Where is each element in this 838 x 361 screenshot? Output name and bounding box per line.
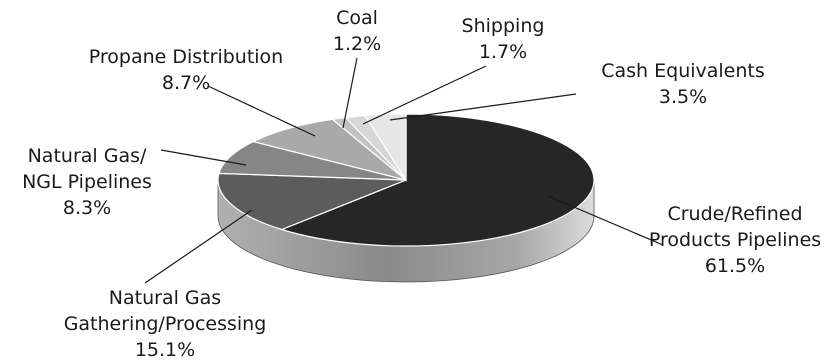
slice-name-label: Products Pipelines bbox=[649, 229, 821, 251]
slice-percent-label: 1.2% bbox=[333, 33, 381, 55]
slice-name-label: NGL Pipelines bbox=[22, 171, 152, 193]
slice-name-label: Gathering/Processing bbox=[64, 313, 267, 335]
slice-percent-label: 15.1% bbox=[135, 339, 195, 361]
slice-name-label: Crude/Refined bbox=[667, 203, 802, 225]
leader-line bbox=[362, 65, 487, 125]
slice-labels: Crude/Refined Products Pipelines 61.5% Natu… bbox=[22, 7, 821, 361]
slice-percent-label: 1.7% bbox=[479, 41, 527, 63]
pie-slice bbox=[279, 113, 595, 247]
slice-name-label: Natural Gas bbox=[109, 287, 221, 309]
pie-slice bbox=[217, 172, 407, 231]
leader-line bbox=[389, 93, 577, 121]
slice-name-label: Propane Distribution bbox=[89, 46, 283, 68]
pie-slice bbox=[251, 118, 407, 181]
slice-name-label: Coal bbox=[336, 7, 378, 29]
slice-name-label: Cash Equivalents bbox=[601, 60, 765, 82]
leader-lines bbox=[144, 57, 664, 284]
slice-name-label: Shipping bbox=[462, 15, 545, 37]
slice-percent-label: 61.5% bbox=[705, 255, 765, 277]
leader-line bbox=[144, 209, 253, 284]
slice-percent-label: 8.3% bbox=[63, 197, 111, 219]
slice-percent-label: 8.7% bbox=[162, 72, 210, 94]
slice-name-label: Natural Gas/ bbox=[28, 145, 147, 167]
pie-slices bbox=[217, 113, 595, 247]
leader-line bbox=[207, 85, 316, 137]
leader-line bbox=[547, 195, 664, 246]
leader-line bbox=[160, 149, 247, 166]
slice-percent-label: 3.5% bbox=[659, 86, 707, 108]
leader-line bbox=[342, 57, 358, 129]
pie-slice bbox=[363, 113, 407, 183]
pie-slice bbox=[218, 140, 407, 181]
